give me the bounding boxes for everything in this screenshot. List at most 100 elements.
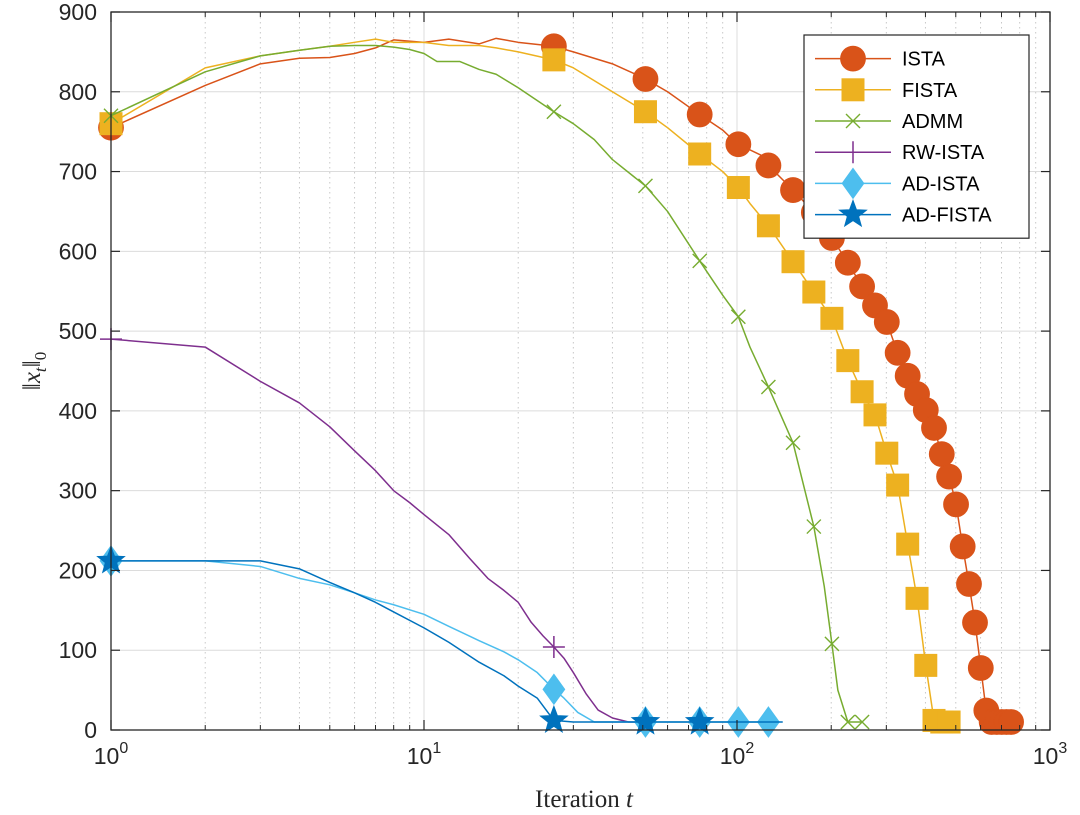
x-tick-label-100: 102 xyxy=(720,740,755,769)
marker-admm-126 xyxy=(760,379,776,395)
line-admm xyxy=(110,44,863,723)
plot-frame xyxy=(110,11,1051,731)
x-tick-label-1000: 103 xyxy=(1033,740,1068,769)
marker-ista-601 xyxy=(967,655,994,681)
marker-ista-751 xyxy=(998,709,1024,735)
legend-marker-ista xyxy=(840,45,866,72)
legend-marker-ad-fista xyxy=(838,199,868,228)
marker-fista-126 xyxy=(756,214,780,238)
marker-ista-101 xyxy=(725,131,752,158)
x-tick-exponent: 2 xyxy=(745,740,754,757)
y-tick-label-500: 500 xyxy=(59,318,97,344)
legend-entry-rw-ista: RW-ISTA xyxy=(815,141,985,164)
legend-label-admm: ADMM xyxy=(902,111,963,133)
marker-fista-176 xyxy=(802,280,826,304)
y-tick-label-900: 900 xyxy=(59,0,97,25)
marker-ad-fista-51 xyxy=(630,706,661,735)
x-tick-base: 10 xyxy=(94,743,120,769)
marker-ad-ista-26 xyxy=(542,673,566,706)
marker-admm-201 xyxy=(824,636,840,652)
x-axis-title-var: t xyxy=(626,786,634,813)
legend-label-rw-ista: RW-ISTA xyxy=(902,142,985,164)
x-axis-title-prefix: Iteration xyxy=(535,786,626,813)
marker-fista-201 xyxy=(820,306,844,330)
legend-marker-fista xyxy=(841,78,865,102)
marker-admm-26 xyxy=(546,104,562,120)
marker-fista-351 xyxy=(896,532,920,556)
series-fista xyxy=(99,38,961,734)
x-tick-exponent: 3 xyxy=(1058,740,1067,757)
y-tick-label-200: 200 xyxy=(59,557,97,583)
marker-ista-576 xyxy=(962,609,988,636)
y-var: x xyxy=(19,372,46,384)
x-tick-exponent: 0 xyxy=(119,740,128,757)
marker-fista-76 xyxy=(688,142,712,166)
marker-admm-76 xyxy=(692,253,708,269)
legend-marker-admm xyxy=(845,113,861,129)
legend-label-fista: FISTA xyxy=(902,80,958,102)
y-tick-label-600: 600 xyxy=(59,238,97,264)
marker-ista-501 xyxy=(943,491,969,518)
marker-fista-251 xyxy=(850,380,874,404)
marker-rw-ista-26 xyxy=(542,636,565,659)
y-norm-open: ‖ xyxy=(19,383,46,390)
marker-ista-326 xyxy=(884,339,911,366)
marker-fista-226 xyxy=(836,349,860,373)
legend-entry-ad-fista: AD-FISTA xyxy=(815,199,992,228)
marker-fista-376 xyxy=(905,586,929,610)
legend-label-ad-ista: AD-ISTA xyxy=(902,173,980,195)
marker-admm-101 xyxy=(730,309,746,325)
legend-entry-ista: ISTA xyxy=(815,45,946,72)
marker-ista-51 xyxy=(632,66,659,92)
marker-ista-76 xyxy=(686,101,713,128)
y-tick-label-700: 700 xyxy=(59,159,97,185)
marker-admm-226 xyxy=(840,714,856,730)
y-tick-label-800: 800 xyxy=(59,79,97,105)
marker-ista-551 xyxy=(956,571,982,597)
marker-ista-526 xyxy=(949,533,976,560)
marker-fista-401 xyxy=(914,653,938,677)
legend: ISTA FISTA ADMM RW-ISTA AD-ISTA AD-FISTA xyxy=(803,34,1030,239)
x-tick-label-10: 101 xyxy=(407,740,442,769)
y-tick-label-300: 300 xyxy=(59,478,97,504)
legend-marker-rw-ista xyxy=(842,141,864,164)
legend-label-ista: ISTA xyxy=(902,49,946,71)
legend-entry-fista: FISTA xyxy=(815,78,958,102)
x-tick-base: 10 xyxy=(720,743,746,769)
marker-fista-301 xyxy=(875,441,899,465)
x-tick-base: 10 xyxy=(1033,743,1059,769)
marker-fista-151 xyxy=(781,250,805,274)
marker-fista-326 xyxy=(886,473,910,497)
marker-admm-51 xyxy=(637,178,653,194)
marker-admm-176 xyxy=(806,519,822,535)
marker-fista-101 xyxy=(726,176,750,200)
marker-ista-301 xyxy=(873,309,900,335)
legend-marker-ad-ista xyxy=(841,167,865,200)
marker-ista-476 xyxy=(936,463,962,490)
marker-fista-476 xyxy=(937,710,961,734)
legend-entry-admm: ADMM xyxy=(815,111,963,133)
marker-ista-126 xyxy=(755,152,782,179)
line-ad-fista xyxy=(111,560,783,723)
marker-ad-fista-26 xyxy=(539,704,569,734)
marker-ista-426 xyxy=(921,415,947,441)
marker-ista-226 xyxy=(834,249,861,276)
marker-ista-151 xyxy=(780,177,806,203)
y-var-sub: t xyxy=(31,366,50,372)
marker-fista-276 xyxy=(863,403,887,427)
marker-ista-251 xyxy=(849,273,875,300)
x-axis-title: Iteration t xyxy=(535,786,634,813)
y-norm-close: ‖ xyxy=(19,360,46,367)
x-tick-base: 10 xyxy=(407,743,433,769)
y-tick-label-0: 0 xyxy=(84,717,97,743)
marker-fista-51 xyxy=(633,100,657,124)
marker-ad-fista-76 xyxy=(684,706,715,735)
marker-admm-251 xyxy=(854,714,870,730)
y-norm-sub: 0 xyxy=(31,352,50,361)
marker-admm-151 xyxy=(785,435,801,451)
x-tick-label-1: 100 xyxy=(94,740,129,769)
line-rw-ista xyxy=(110,338,656,723)
marker-ista-451 xyxy=(928,441,955,467)
